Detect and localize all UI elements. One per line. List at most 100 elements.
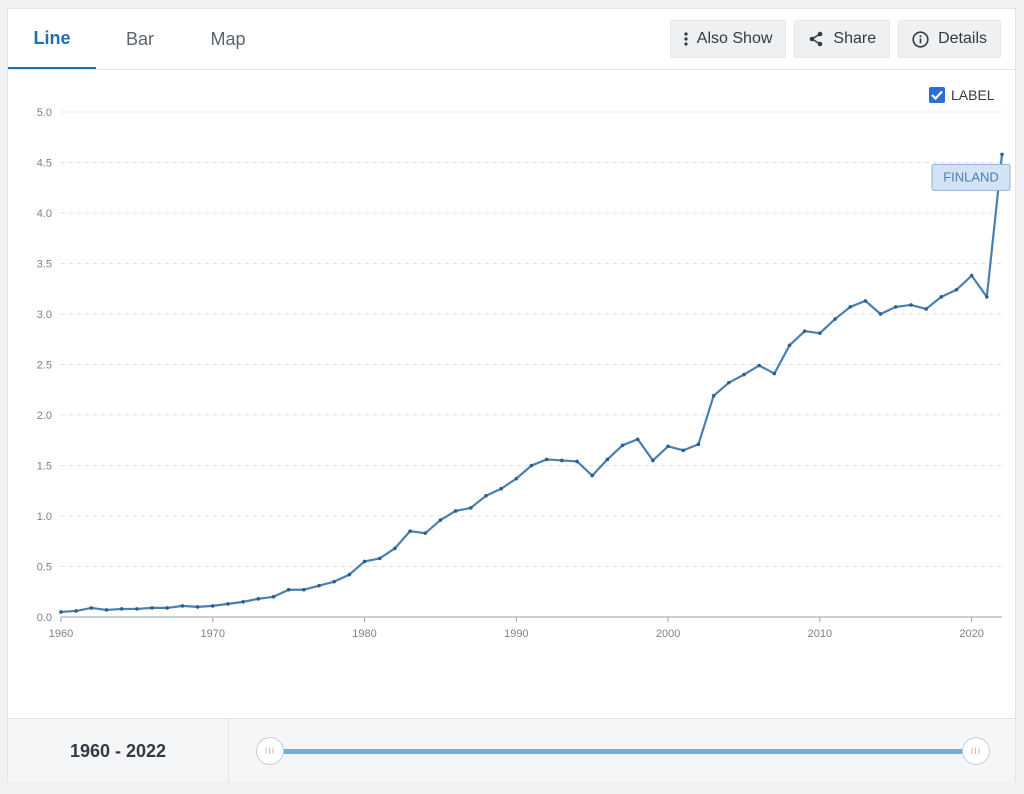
data-point <box>985 295 989 299</box>
year-range-slider-track[interactable] <box>273 749 979 754</box>
data-point <box>969 273 974 278</box>
line-chart: 0.0 0.5 1.0 1.5 2.0 2.5 3.0 3.5 4.0 4.5 5.0 1960 197… <box>37 107 1011 640</box>
data-point <box>620 443 625 448</box>
data-point <box>893 305 898 309</box>
data-point <box>772 371 777 376</box>
data-point <box>362 559 367 564</box>
data-point <box>727 380 731 385</box>
data-point <box>271 595 276 599</box>
tab-line[interactable]: Line <box>8 9 96 70</box>
details-label: Details <box>938 30 987 47</box>
tab-bar[interactable]: Bar <box>125 29 154 49</box>
data-point <box>408 529 412 533</box>
y-tick-label: 0.5 <box>37 562 52 574</box>
x-tick-label: 1990 <box>504 628 528 640</box>
y-tick-label: 2.5 <box>37 360 52 372</box>
data-point <box>878 312 883 316</box>
y-tick-label: 0.0 <box>37 612 52 624</box>
data-point <box>560 458 564 463</box>
also-show-label: Also Show <box>696 30 773 47</box>
y-tick-label: 4.0 <box>37 208 52 220</box>
y-tick-label: 4.5 <box>37 158 52 170</box>
vertical-dots-icon <box>684 32 688 46</box>
y-tick-label: 1.0 <box>37 511 52 523</box>
data-point <box>104 608 109 612</box>
data-point <box>438 518 443 522</box>
details-button[interactable]: Details <box>898 20 1001 58</box>
data-point <box>377 556 382 561</box>
data-point <box>499 486 503 491</box>
data-point <box>651 458 655 463</box>
data-point <box>317 583 321 588</box>
data-point <box>135 607 139 611</box>
x-tick-label: 2000 <box>656 628 680 640</box>
tab-divider <box>8 69 1015 70</box>
data-point <box>666 444 670 449</box>
action-toolbar: Also Show Share Details <box>669 20 1001 58</box>
y-tick-label: 2.0 <box>37 410 52 422</box>
data-point <box>711 394 716 398</box>
slider-end-handle[interactable]: III <box>962 737 990 765</box>
label-checkbox[interactable] <box>929 87 945 103</box>
y-tick-label: 5.0 <box>37 107 52 119</box>
data-point <box>848 305 853 309</box>
data-point <box>939 295 944 299</box>
info-icon <box>912 30 929 48</box>
data-point <box>909 303 913 307</box>
label-toggle[interactable]: LABEL <box>929 87 995 103</box>
data-point <box>514 476 519 481</box>
data-point <box>818 331 822 335</box>
data-point <box>802 329 807 333</box>
label-toggle-text: LABEL <box>951 87 995 103</box>
data-point <box>59 610 63 614</box>
data-point <box>180 604 185 608</box>
tab-map[interactable]: Map <box>210 29 246 49</box>
x-tick-label: 2020 <box>959 628 983 640</box>
x-tick-label: 2010 <box>808 628 832 640</box>
data-point <box>165 606 170 610</box>
data-point <box>484 494 488 498</box>
data-point <box>453 509 458 513</box>
data-point <box>575 459 579 464</box>
series-label: FINLAND <box>943 169 999 184</box>
data-point <box>150 606 154 610</box>
data-point <box>833 317 837 321</box>
data-point <box>210 604 215 608</box>
data-point <box>681 448 686 453</box>
slider-start-handle[interactable]: III <box>256 737 284 765</box>
data-point <box>529 463 534 468</box>
view-tabs: Line Bar Map <box>8 9 272 70</box>
data-point <box>74 609 78 613</box>
data-point <box>635 437 640 442</box>
data-point <box>605 457 610 462</box>
data-point <box>544 457 549 462</box>
chart-card: Line Bar Map Also Show Share Details <box>7 8 1016 783</box>
checkmark-icon <box>931 90 943 100</box>
data-point <box>286 587 291 592</box>
y-tick-label: 1.5 <box>37 461 52 473</box>
data-point <box>590 473 595 478</box>
x-tick-label: 1970 <box>201 628 225 640</box>
also-show-button[interactable]: Also Show <box>669 20 787 58</box>
share-icon <box>808 31 824 47</box>
data-point <box>468 506 473 510</box>
share-button[interactable]: Share <box>794 20 891 58</box>
series-label-box <box>931 163 1011 191</box>
data-point <box>332 579 336 584</box>
x-tick-label: 1960 <box>49 628 73 640</box>
data-point <box>924 307 928 311</box>
data-point <box>226 602 230 606</box>
data-point <box>757 363 761 368</box>
data-point <box>119 607 124 611</box>
year-range-label: 1960 - 2022 <box>8 719 229 783</box>
share-label: Share <box>833 30 877 47</box>
data-point <box>241 600 245 604</box>
series-line <box>60 154 1004 614</box>
data-point <box>787 343 792 348</box>
data-point <box>423 531 428 535</box>
data-point <box>195 605 200 609</box>
data-point <box>302 587 306 592</box>
data-point <box>954 287 959 292</box>
data-point <box>863 299 868 303</box>
data-point <box>89 606 94 610</box>
